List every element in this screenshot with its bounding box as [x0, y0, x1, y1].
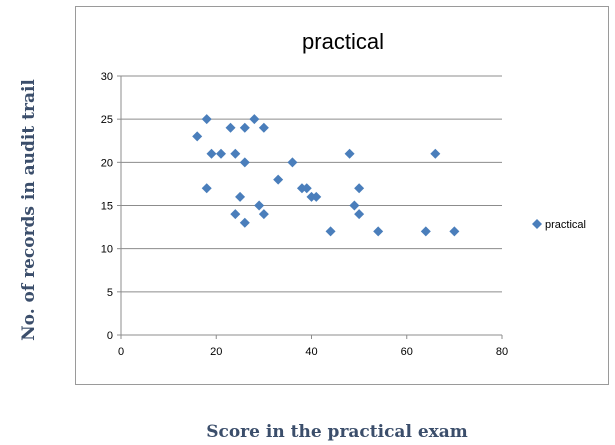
x-tick-label: 80 [496, 346, 508, 358]
legend-marker-icon [532, 219, 542, 229]
tick-labels: 0 5 10 15 20 25 30 0 20 40 60 80 [101, 71, 508, 358]
data-point [235, 191, 246, 202]
y-tick-label: 20 [101, 157, 113, 169]
data-point [201, 183, 212, 194]
data-point [311, 191, 322, 202]
data-point [239, 122, 250, 133]
data-point [301, 183, 312, 194]
data-point [249, 114, 260, 125]
data-point [230, 148, 241, 159]
data-point [230, 209, 241, 220]
data-point [239, 157, 250, 168]
x-tick-label: 0 [118, 346, 124, 358]
data-point [225, 122, 236, 133]
chart-area: practical 0 5 10 15 20 25 30 0 20 40 60 80 practica… [75, 6, 609, 385]
x-axis-label: Score in the practical exam [206, 422, 468, 442]
data-point [349, 200, 360, 211]
data-point [201, 114, 212, 125]
data-point [430, 148, 441, 159]
x-tick-label: 60 [401, 346, 413, 358]
data-point [325, 226, 336, 237]
scatter-plot: practical 0 5 10 15 20 25 30 0 20 40 60 80 practica… [101, 29, 586, 358]
data-point [254, 200, 265, 211]
x-tick-label: 40 [305, 346, 317, 358]
data-point [239, 217, 250, 228]
data-point [192, 131, 203, 142]
data-point [258, 122, 269, 133]
data-point [206, 148, 217, 159]
data-point [354, 183, 365, 194]
chart-title: practical [302, 29, 384, 54]
data-point [216, 148, 227, 159]
data-point [287, 157, 298, 168]
data-point [273, 174, 284, 185]
axes [117, 75, 503, 339]
data-point [449, 226, 460, 237]
data-point [373, 226, 384, 237]
data-point [258, 209, 269, 220]
data-point [354, 209, 365, 220]
legend-label: practical [545, 219, 586, 231]
gridlines [121, 75, 502, 293]
y-tick-label: 25 [101, 114, 113, 126]
y-tick-label: 15 [101, 201, 113, 213]
y-tick-label: 5 [107, 287, 113, 299]
data-point [344, 148, 355, 159]
legend: practical [532, 219, 586, 231]
data-point [420, 226, 431, 237]
y-tick-label: 10 [101, 244, 113, 256]
data-points [192, 114, 460, 237]
x-tick-label: 20 [210, 346, 222, 358]
y-tick-label: 30 [101, 71, 113, 83]
y-axis-label: No. of records in audit trail [19, 79, 39, 341]
y-tick-label: 0 [107, 330, 113, 342]
